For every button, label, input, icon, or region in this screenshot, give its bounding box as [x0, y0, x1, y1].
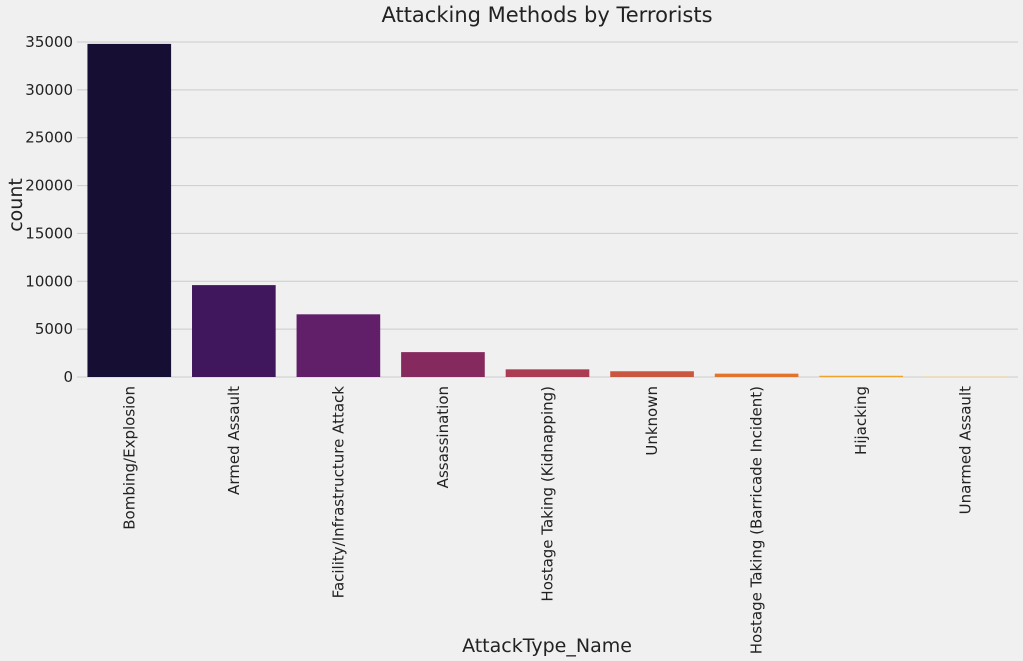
x-tick-label: Facility/Infrastructure Attack: [329, 386, 347, 599]
x-axis-ticks: Bombing/Explosion Armed Assault Facility/I…: [120, 386, 974, 655]
y-axis-label: count: [5, 178, 27, 232]
bar: [505, 369, 590, 377]
bars: [87, 43, 1008, 378]
x-tick-label: Hijacking: [852, 386, 870, 455]
x-tick-label: Assassination: [434, 386, 452, 488]
x-tick-label: Unarmed Assault: [957, 386, 975, 514]
bar: [714, 373, 799, 377]
y-tick-label: 5000: [35, 320, 73, 338]
x-tick-label: Hostage Taking (Kidnapping): [539, 386, 557, 602]
bar: [819, 375, 903, 377]
y-tick-label: 15000: [25, 224, 73, 242]
y-tick-label: 35000: [25, 33, 73, 51]
bar: [87, 43, 172, 378]
y-tick-label: 20000: [25, 177, 73, 195]
bar: [296, 314, 381, 377]
x-axis-label: AttackType_Name: [462, 635, 632, 657]
y-tick-label: 10000: [25, 272, 73, 290]
x-tick-label: Unknown: [643, 386, 661, 456]
y-tick-label: 30000: [25, 81, 73, 99]
y-tick-label: 25000: [25, 129, 73, 147]
bar: [610, 371, 694, 377]
bar: [401, 352, 485, 377]
x-tick-label: Armed Assault: [225, 386, 243, 495]
y-axis-ticks: 0 5000 10000 15000 20000 25000 30000 35000: [25, 33, 73, 386]
x-tick-label: Bombing/Explosion: [120, 386, 138, 530]
chart-title: Attacking Methods by Terrorists: [381, 3, 712, 27]
bar: [192, 285, 276, 377]
x-tick-label: Hostage Taking (Barricade Incident): [748, 386, 766, 654]
y-tick-label: 0: [63, 368, 73, 386]
